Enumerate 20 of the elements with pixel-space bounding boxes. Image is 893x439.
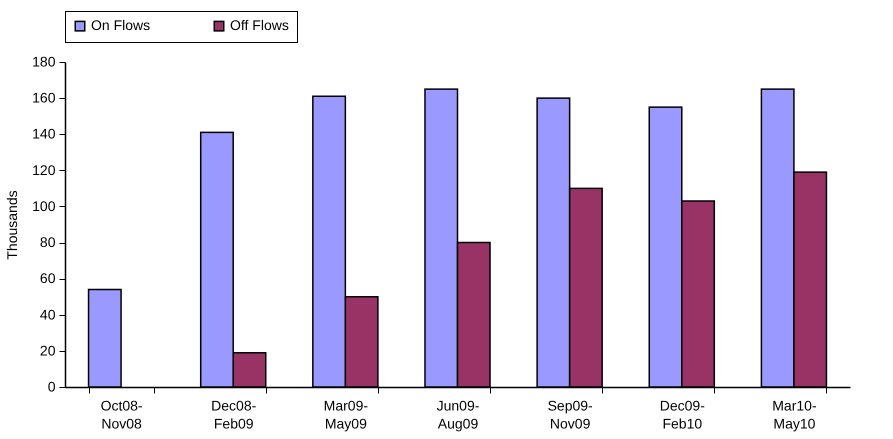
y-tick-label: 100 xyxy=(32,198,56,214)
x-tick-label: Dec08-Feb09 xyxy=(211,398,257,432)
x-tick-label: Dec09-Feb10 xyxy=(660,398,706,432)
x-tick-label: Oct08-Nov08 xyxy=(100,398,143,432)
y-tick-label: 160 xyxy=(32,90,56,106)
y-axis-title: Thousands xyxy=(4,190,20,260)
y-tick-label: 140 xyxy=(32,126,56,142)
y-tick-label: 120 xyxy=(32,162,56,178)
y-tick-label: 0 xyxy=(48,378,56,394)
x-tick-label: Mar09-May09 xyxy=(324,398,368,432)
y-tick-label: 180 xyxy=(32,54,56,70)
y-tick-label: 80 xyxy=(40,234,56,250)
y-tick-label: 60 xyxy=(40,270,56,286)
y-tick-label: 40 xyxy=(40,306,56,322)
legend-label: Off Flows xyxy=(230,17,289,34)
x-tick-label: Jun09-Aug09 xyxy=(436,398,480,432)
x-tick-label: Mar10-May10 xyxy=(772,398,817,432)
x-tick-label: Sep09-Nov09 xyxy=(548,398,594,432)
y-tick-label: 20 xyxy=(40,342,56,358)
legend-label: On Flows xyxy=(91,17,150,34)
